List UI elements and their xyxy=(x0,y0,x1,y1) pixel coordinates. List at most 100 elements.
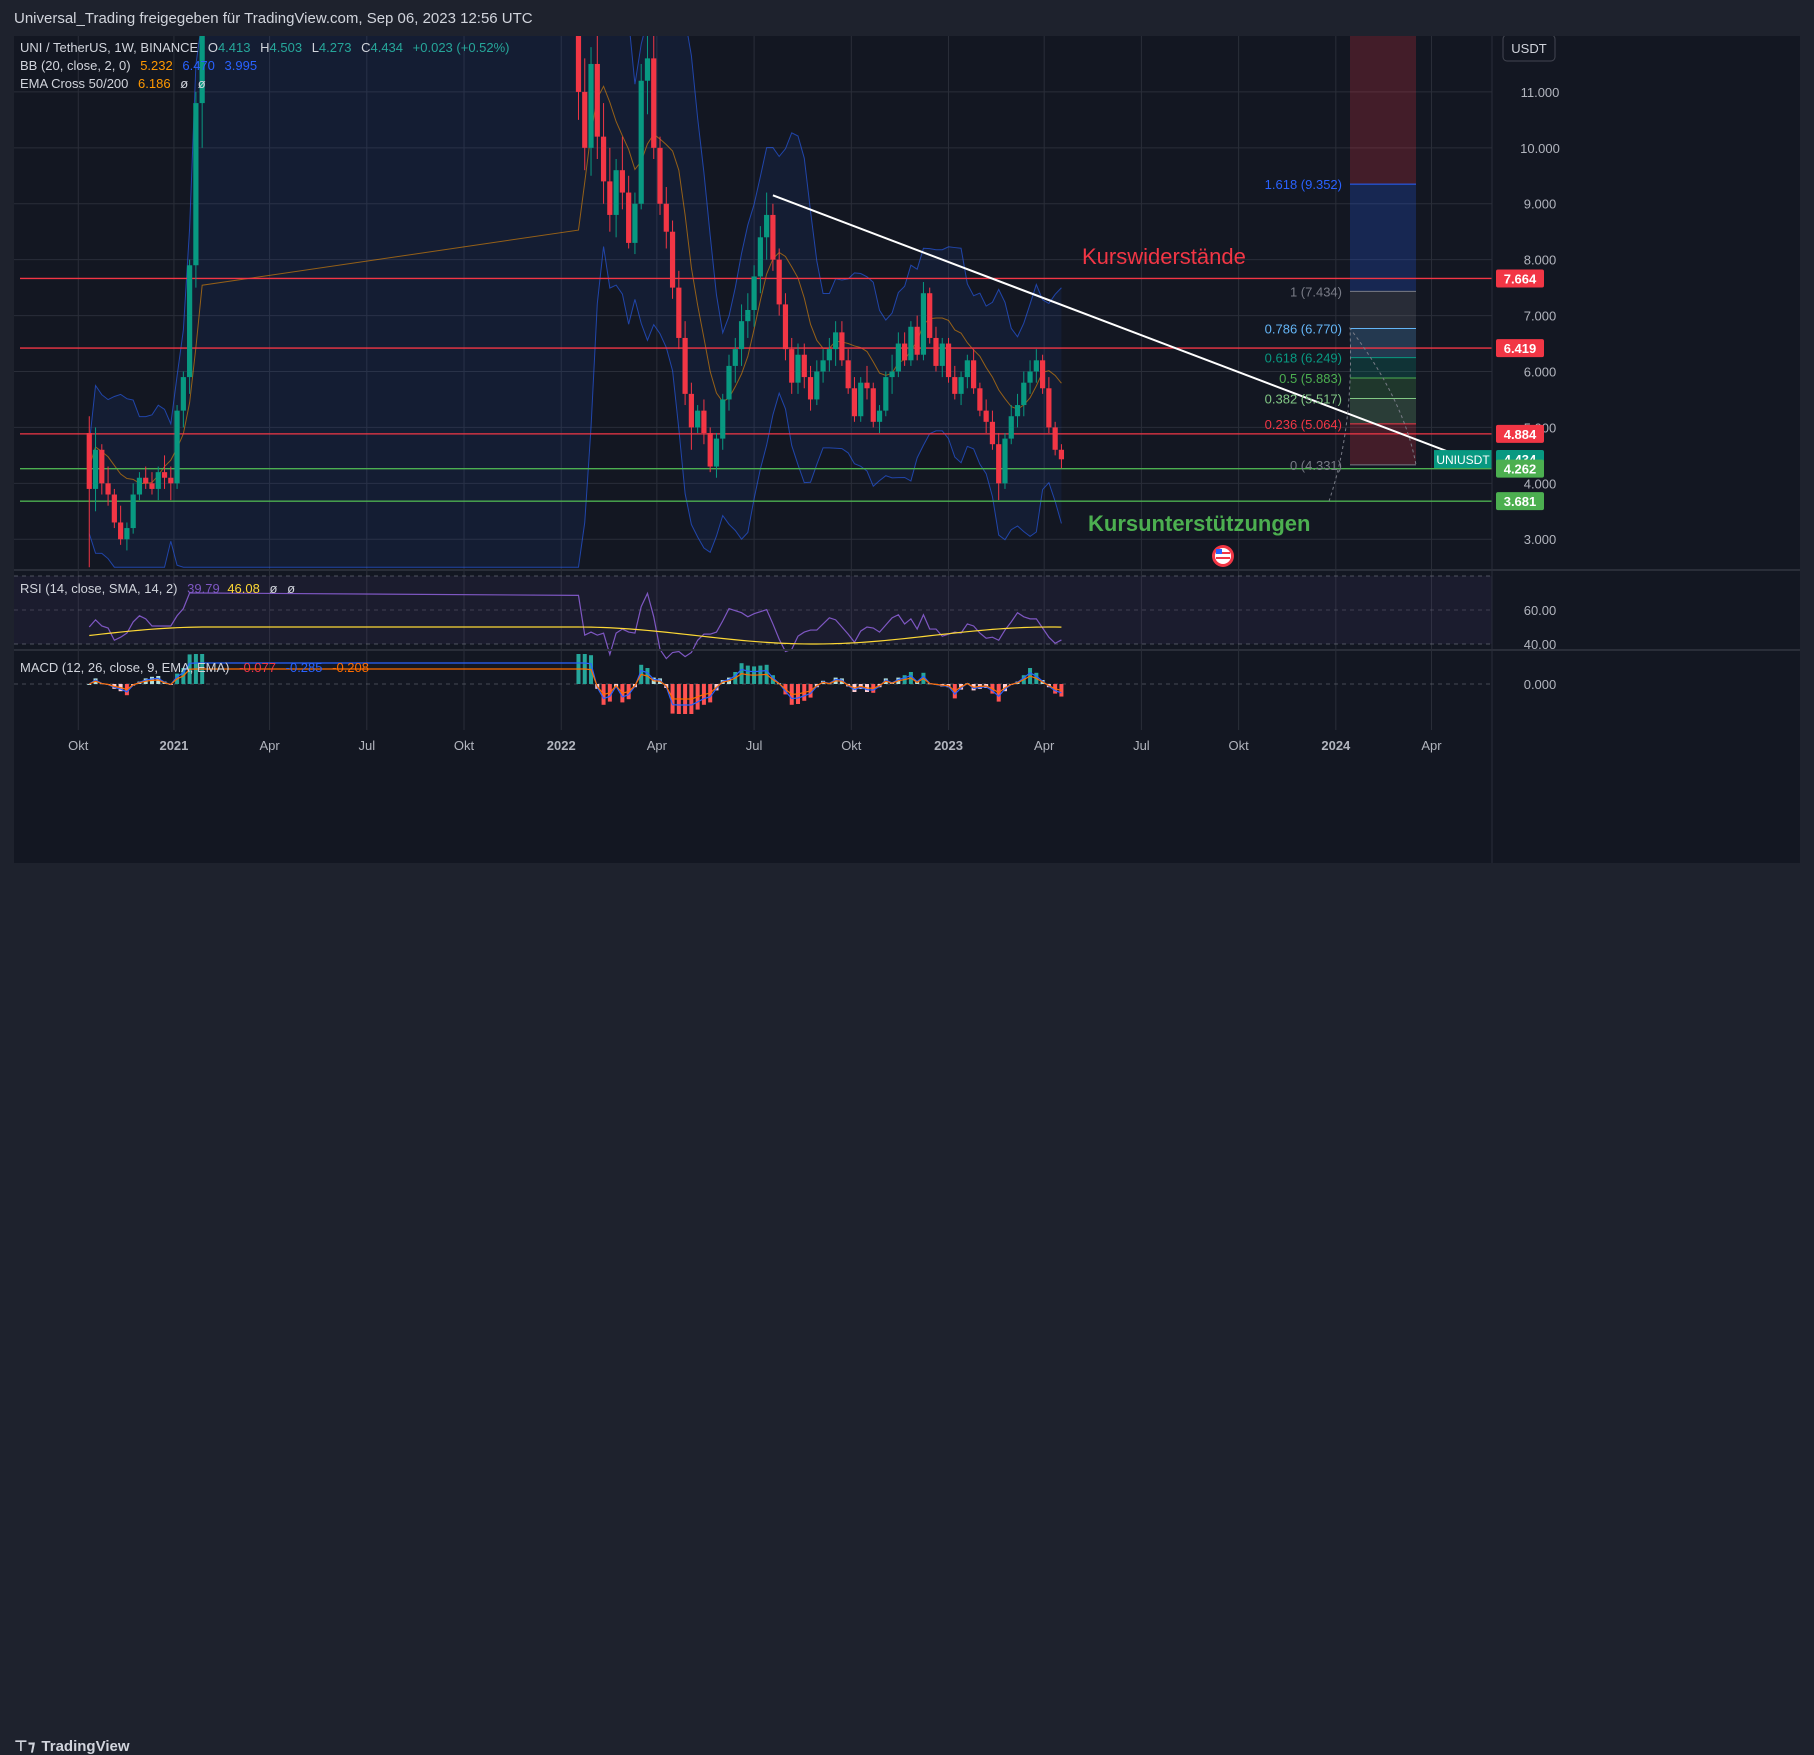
fib-extension-boxes[interactable] xyxy=(1350,183,1416,466)
candle-body xyxy=(770,214,776,260)
legend-ema: EMA Cross 50/200 6.186 ø ø xyxy=(20,76,206,91)
time-axis[interactable]: Okt 2021 Apr Jul Okt 2022 Apr Jul Okt 2023 Apr Jul O… xyxy=(68,738,1442,753)
time-tick-label: Jul xyxy=(358,738,375,753)
price-tick-label: 11.000 xyxy=(1521,85,1560,100)
candle-body xyxy=(626,192,632,243)
chart-background xyxy=(14,36,1800,863)
candle-body xyxy=(958,377,964,394)
rsi-label: RSI (14, close, SMA, 14, 2) xyxy=(20,581,178,596)
price-tag-label: 6.419 xyxy=(1504,341,1537,356)
price-tag-label: 4.884 xyxy=(1504,427,1537,442)
candle-body xyxy=(971,360,977,389)
time-tick-label: Okt xyxy=(841,738,862,753)
price-tag-label: 4.262 xyxy=(1504,462,1537,477)
legend-l-value: 4.273 xyxy=(319,40,352,55)
grid-lines xyxy=(14,36,1492,730)
candle-body xyxy=(732,349,738,366)
tradingview-logo[interactable]: ⊤⁊ TradingView xyxy=(14,1737,130,1755)
legend-h-value: 4.503 xyxy=(270,40,303,55)
share-title: Universal_Trading freigegeben für Tradin… xyxy=(14,10,533,27)
price-tag-bg xyxy=(1496,269,1544,288)
chart-svg[interactable]: 1.618 (9.352) 1 (7.434) 0.786 (6.770) 0.618… xyxy=(14,18,1800,863)
time-tick-label: 2024 xyxy=(1321,738,1351,753)
candle-body xyxy=(149,483,155,489)
trendline[interactable] xyxy=(772,194,1481,465)
candle-body xyxy=(695,410,701,428)
currency-button[interactable]: USDT xyxy=(1502,34,1556,62)
candle-body xyxy=(977,388,983,411)
macd-bar xyxy=(87,684,92,685)
legend-ema-label: EMA Cross 50/200 xyxy=(20,76,128,91)
chart-area[interactable]: 1.618 (9.352) 1 (7.434) 0.786 (6.770) 0.618… xyxy=(14,18,1800,863)
tradingview-logo-icon: ⊤⁊ xyxy=(14,1738,36,1755)
legend-c-label: C xyxy=(361,40,370,55)
support-annotation: Kursunterstützungen xyxy=(1088,511,1310,536)
candle-body xyxy=(801,354,807,378)
price-tag-bg xyxy=(1496,424,1544,443)
candle-body xyxy=(776,259,782,305)
candle-body xyxy=(927,293,933,338)
fib-label: 0.786 (6.770) xyxy=(1265,321,1342,336)
candle-body xyxy=(1046,388,1052,428)
candle-body xyxy=(807,377,814,400)
candle-body xyxy=(902,343,908,361)
candle-body xyxy=(858,382,864,417)
candle-body xyxy=(833,332,839,350)
candle-body xyxy=(155,472,161,489)
symbol-tag-bg xyxy=(1434,450,1492,469)
stop-zone-box[interactable] xyxy=(1350,36,1416,185)
price-tick-label: 10.000 xyxy=(1520,141,1560,156)
candle-body xyxy=(588,63,594,148)
candle-body xyxy=(851,388,858,417)
rsi-tick-label: 40.00 xyxy=(1524,637,1557,652)
candle-body xyxy=(130,494,136,529)
macd-line-value: -0.285 xyxy=(286,660,323,675)
legend-bb-basis: 5.232 xyxy=(140,58,173,73)
rsi-value3: ø xyxy=(269,581,277,596)
time-tick-label: 2021 xyxy=(159,738,188,753)
fib-label: 0.618 (6.249) xyxy=(1265,351,1342,366)
us-flag-event-icon[interactable] xyxy=(1212,545,1234,567)
candle-body xyxy=(644,58,651,81)
candle-body xyxy=(607,181,613,215)
macd-line xyxy=(88,662,1062,706)
resistance-annotation: Kurswiderstände xyxy=(1082,244,1246,269)
candle-body xyxy=(1033,360,1039,372)
candle-body xyxy=(193,103,199,266)
time-tick-label: Apr xyxy=(647,738,668,753)
rsi-pane[interactable]: RSI (14, close, SMA, 14, 2) 39.79 46.08 … xyxy=(14,575,1492,660)
candle-body xyxy=(682,337,688,394)
macd-signal-value: -0.208 xyxy=(332,660,369,675)
candle-body xyxy=(883,377,889,411)
candle-body xyxy=(738,321,745,350)
macd-pane[interactable]: MACD (12, 26, close, 9, EMA, EMA) -0.077… xyxy=(14,654,1492,714)
symbol-tag-name: UNIUSDT xyxy=(1436,453,1490,467)
legend-symbol: UNI / TetherUS, 1W, BINANCE xyxy=(20,40,199,55)
candle-body xyxy=(726,365,732,400)
legend-bb-upper: 6.470 xyxy=(182,58,215,73)
time-tick-label: 2022 xyxy=(547,738,576,753)
candle-body xyxy=(839,332,845,361)
legend-o-value: 4.413 xyxy=(218,40,251,55)
ema-line xyxy=(88,85,1062,484)
candle-body xyxy=(1052,427,1058,450)
bollinger-band-fill xyxy=(89,19,1062,568)
candle-body xyxy=(174,410,180,484)
main-legend[interactable]: UNI / TetherUS, 1W, BINANCE O4.413 H4.50… xyxy=(20,40,510,91)
legend-change: +0.023 (+0.52%) xyxy=(413,40,510,55)
candles xyxy=(86,24,1065,568)
candle-body xyxy=(657,147,663,204)
candle-body xyxy=(795,354,801,383)
candle-body xyxy=(143,477,149,484)
price-tag-bg xyxy=(1496,459,1544,478)
projection-path xyxy=(1328,326,1417,502)
candle-body xyxy=(663,203,669,232)
fib-zone xyxy=(1350,423,1416,465)
legend-ema-value2: ø xyxy=(180,76,188,91)
legend-l-label: L xyxy=(312,40,319,55)
candle-body xyxy=(782,304,789,350)
candle-body xyxy=(764,214,770,238)
candle-body xyxy=(161,472,168,478)
legend-c-value: 4.434 xyxy=(370,40,403,55)
candle-body xyxy=(187,265,193,378)
